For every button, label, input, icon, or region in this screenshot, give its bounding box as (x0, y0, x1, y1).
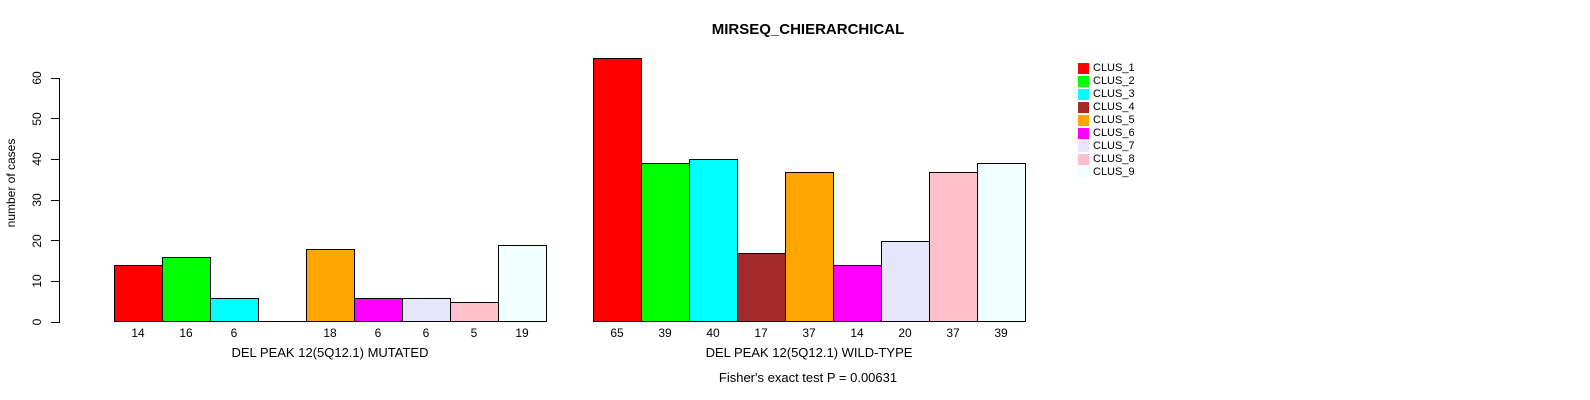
bar-clus_5 (785, 171, 834, 322)
legend-swatch (1078, 128, 1089, 139)
bar-value-label: 18 (323, 326, 337, 340)
bar-clus_8 (450, 301, 499, 322)
bar-value-label: 17 (754, 326, 768, 340)
legend-swatch (1078, 167, 1089, 178)
fisher-test-annotation: Fisher's exact test P = 0.00631 (718, 370, 898, 385)
legend-row: CLUS_1 (1078, 62, 1135, 75)
bar-clus_9 (498, 244, 547, 322)
bar-value-label: 37 (802, 326, 816, 340)
legend-label: CLUS_5 (1093, 114, 1135, 126)
y-tick (51, 280, 59, 282)
bar-value-label: 39 (658, 326, 672, 340)
legend-row: CLUS_7 (1078, 140, 1135, 153)
bar-value-label: 65 (610, 326, 624, 340)
bar-value-label: 6 (230, 326, 238, 340)
legend-label: CLUS_1 (1093, 62, 1135, 74)
bar-value-label: 20 (898, 326, 912, 340)
bar-value-label: 40 (706, 326, 720, 340)
bar-value-label: 39 (994, 326, 1008, 340)
bar-value-label: 6 (422, 326, 430, 340)
bar-value-label: 6 (374, 326, 382, 340)
legend-row: CLUS_6 (1078, 127, 1135, 140)
legend-swatch (1078, 76, 1089, 87)
legend-label: CLUS_8 (1093, 153, 1135, 165)
y-tick-label: 60 (30, 71, 44, 85)
y-tick (51, 199, 59, 201)
bar-clus_3 (210, 297, 259, 322)
y-axis-line (59, 78, 60, 323)
y-tick-label: 40 (30, 152, 44, 167)
legend-label: CLUS_9 (1093, 166, 1135, 178)
bar-clus_8 (929, 171, 978, 322)
y-tick-label: 30 (30, 193, 44, 207)
y-tick (51, 158, 59, 160)
bar-clus_1 (593, 57, 642, 322)
y-tick (51, 240, 59, 242)
bar-clus_6 (833, 265, 882, 322)
legend-row: CLUS_5 (1078, 114, 1135, 127)
legend-swatch (1078, 63, 1089, 74)
group-label-mutated: DEL PEAK 12(5Q12.1) MUTATED (231, 345, 429, 360)
zero-height-bar-clus_4 (258, 321, 307, 322)
bar-value-label: 14 (850, 326, 864, 340)
legend-swatch (1078, 141, 1089, 152)
bar-clus_5 (306, 248, 355, 322)
bar-clus_7 (402, 297, 451, 322)
legend-swatch (1078, 154, 1089, 165)
bar-clus_7 (881, 240, 930, 322)
y-tick (51, 321, 59, 323)
bar-clus_2 (641, 163, 690, 322)
legend-label: CLUS_3 (1093, 88, 1135, 100)
bar-value-label: 19 (515, 326, 529, 340)
y-tick (51, 118, 59, 120)
legend-swatch (1078, 89, 1089, 100)
bar-value-label: 14 (131, 326, 145, 340)
y-tick-label: 0 (30, 318, 44, 326)
y-tick-label: 10 (30, 274, 44, 289)
legend-label: CLUS_6 (1093, 127, 1135, 139)
legend-row: CLUS_3 (1078, 88, 1135, 101)
y-tick (51, 77, 59, 79)
legend-label: CLUS_7 (1093, 140, 1135, 152)
legend-row: CLUS_4 (1078, 101, 1135, 114)
chart-title: MIRSEQ_CHIERARCHICAL (711, 21, 905, 38)
bar-clus_6 (354, 297, 403, 322)
bar-clus_2 (162, 256, 211, 322)
legend: CLUS_1 CLUS_2 CLUS_3 CLUS_4 CLUS_5 CLUS_6 CLUS… (1078, 62, 1135, 179)
bar-clus_9 (977, 163, 1026, 322)
bar-clus_4 (737, 252, 786, 322)
y-tick-label: 20 (30, 233, 44, 248)
legend-row: CLUS_2 (1078, 75, 1135, 88)
bar-value-label: 5 (470, 326, 478, 340)
bar-value-label: 16 (179, 326, 193, 340)
legend-label: CLUS_4 (1093, 101, 1135, 113)
y-tick-label: 50 (30, 111, 44, 126)
bar-value-label: 37 (946, 326, 960, 340)
legend-label: CLUS_2 (1093, 75, 1135, 87)
y-axis-label: number of cases (4, 138, 18, 228)
legend-swatch (1078, 115, 1089, 126)
legend-swatch (1078, 102, 1089, 113)
legend-row: CLUS_9 (1078, 166, 1135, 179)
group-label-wildtype: DEL PEAK 12(5Q12.1) WILD-TYPE (705, 345, 913, 360)
bar-clus_1 (114, 265, 163, 322)
bar-clus_3 (689, 159, 738, 322)
legend-row: CLUS_8 (1078, 153, 1135, 166)
